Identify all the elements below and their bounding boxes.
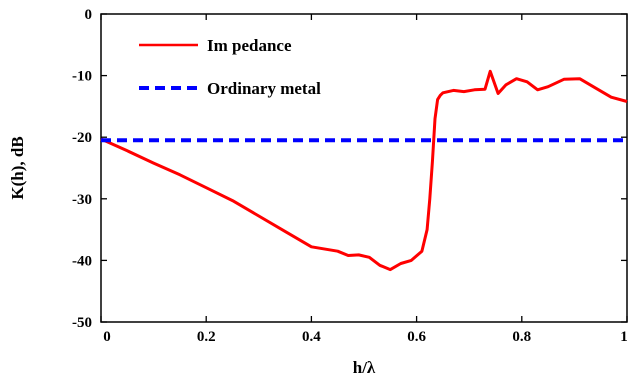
x-tick-label: 0.2 <box>197 329 216 345</box>
plot-frame <box>100 13 628 323</box>
x-tick-label: 0.4 <box>302 329 321 345</box>
x-tick-label: 0.8 <box>512 329 531 345</box>
y-tick-label: -10 <box>72 69 92 85</box>
x-axis-title: h/λ <box>353 358 376 377</box>
legend: Im pedance Ordinary metal <box>139 36 321 98</box>
x-tick-label: 0 <box>103 329 111 345</box>
x-tick-label: 1 <box>620 329 628 345</box>
y-tick-label: 0 <box>85 7 93 23</box>
ticks: 0 -10 -20 -30 -40 -50 0 0.2 0.4 0.6 0.8 1 <box>72 7 628 345</box>
legend-label-impedance: Im pedance <box>207 36 292 55</box>
series-layer <box>100 69 628 272</box>
y-tick-label: -40 <box>72 253 92 269</box>
y-tick-label: -50 <box>72 315 92 331</box>
plot-area <box>100 13 628 323</box>
x-tick-label: 0.6 <box>407 329 426 345</box>
y-tick-label: -30 <box>72 192 92 208</box>
y-axis-title: K(h), dB <box>8 136 27 199</box>
y-tick-label: -20 <box>72 130 92 146</box>
legend-label-ordinary-metal: Ordinary metal <box>207 79 321 98</box>
series-line-im-pedance <box>100 69 628 272</box>
